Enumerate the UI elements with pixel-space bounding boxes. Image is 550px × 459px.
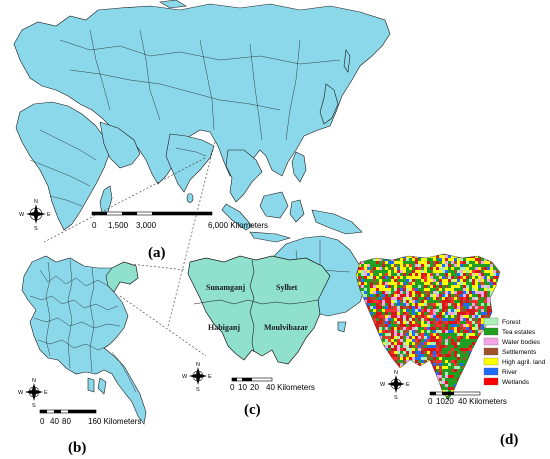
legend-swatch [483,327,499,336]
bangladesh-districts [29,259,137,393]
compass-a-e: E [47,212,51,218]
southeast-asia [225,149,263,203]
legend-label: Settlements [502,349,537,356]
scale-c-10: 10 [238,383,247,392]
new-guinea [311,209,363,235]
bangladesh-map [21,255,147,425]
sumatra [221,203,253,231]
compass-c-n: N [196,362,200,368]
legend-swatch [483,357,499,366]
arabia-landmass [99,121,141,169]
bhola-island [87,377,95,393]
sri-lanka [186,193,194,203]
legend-swatch [483,347,499,356]
district-moulvibazar: Moulvibazar [264,323,308,332]
compass-c-e: E [208,374,212,380]
sylhet-district-borders [193,259,319,353]
compass-a-n: N [34,199,38,205]
scale-a-0: 0 [92,221,97,230]
compass-d-w: W [380,382,386,388]
compass-a-w: W [19,212,25,218]
legend-label: Wetlands [502,379,530,386]
district-habiganj: Habiganj [208,323,240,332]
compass-a-s: S [34,226,38,232]
scale-c-0: 0 [230,383,235,392]
scale-d-40: 40 Kilometers [458,397,507,406]
country-borders [29,29,351,291]
panel-label-c: (c) [244,402,261,418]
legend-label: Tea estates [502,329,536,336]
legend-swatch [483,367,499,376]
legend-label: High agril. land [502,359,546,366]
japan [319,83,339,125]
compass-b-n: N [32,378,36,384]
landcover-legend: Forest Tea estates Water bodies Settlements… [483,317,546,386]
scale-c-20: 20 [250,383,259,392]
compass-c-w: W [182,374,188,380]
compass-b-w: W [18,390,24,396]
philippines [291,151,307,183]
scale-d-0: 0 [428,397,433,406]
legend-label: Forest [502,319,521,326]
sylhet-division-map [187,255,331,365]
hatiya-island [97,377,107,395]
legend-swatch [483,317,499,326]
compass-d: N S E W [380,370,410,401]
compass-b: N S E W [18,378,48,409]
scale-b-40: 40 [50,417,59,426]
madagascar [99,185,113,215]
scale-b-160: 160 Kilometers [88,417,141,426]
africa-landmass [15,101,111,231]
compass-d-e: E [406,382,410,388]
sylhet-outline [187,255,331,365]
compass-d-s: S [394,395,398,401]
legend-label: River [502,369,518,376]
tasmania [337,321,347,333]
panel-label-d: (d) [500,432,518,448]
sakhalin [343,49,351,73]
scale-bar-c: 0 10 20 40 Kilometers [230,377,315,392]
scale-d-1020: 1020 [436,397,454,406]
scale-b-0: 0 [40,417,45,426]
scale-c-40: 40 Kilometers [266,383,315,392]
legend-label: Water bodies [502,339,541,346]
panel-label-a: (a) [148,245,166,261]
district-sunamganj: Sunamganj [206,283,245,292]
sulawesi [289,199,305,223]
scale-a-1500: 1,500 [108,221,129,230]
scale-a-6000: 6,000 Kilometers [208,221,268,230]
scale-bar-b: 0 40 80 160 Kilometers [39,409,141,426]
scale-a-3000: 3,000 [136,221,157,230]
legend-swatch [483,377,499,386]
sylhet-division-highlight [105,261,139,293]
india-landmass [165,133,215,193]
connector-lines-b [119,263,207,357]
legend-swatch [483,337,499,346]
scale-bar-d: 0 1020 40 Kilometers [428,391,507,406]
compass-a: N S E W [19,199,51,232]
borneo [259,191,289,219]
compass-c: N S E W [182,362,212,393]
compass-c-s: S [196,387,200,393]
scale-b-80: 80 [62,417,71,426]
arctic-islands [159,0,187,9]
compass-b-s: S [32,403,36,409]
panel-label-b: (b) [68,440,86,456]
scale-bar-a: 0 1,500 3,000 6,000 Kilometers [91,211,268,230]
java [249,231,292,243]
asia-map [13,0,395,333]
compass-d-n: N [394,370,398,376]
landcover-outline [355,253,501,401]
compass-b-e: E [44,390,48,396]
district-sylhet: Sylhet [276,283,298,292]
